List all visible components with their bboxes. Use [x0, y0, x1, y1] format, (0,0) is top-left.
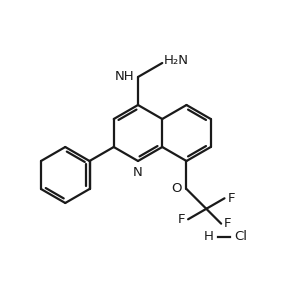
Text: F: F [178, 213, 185, 226]
Text: F: F [224, 217, 232, 230]
Text: F: F [228, 192, 235, 205]
Text: H: H [204, 231, 214, 243]
Text: NH: NH [114, 70, 134, 84]
Text: O: O [171, 182, 181, 196]
Text: H₂N: H₂N [164, 54, 189, 68]
Text: Cl: Cl [234, 231, 247, 243]
Text: N: N [133, 166, 143, 179]
